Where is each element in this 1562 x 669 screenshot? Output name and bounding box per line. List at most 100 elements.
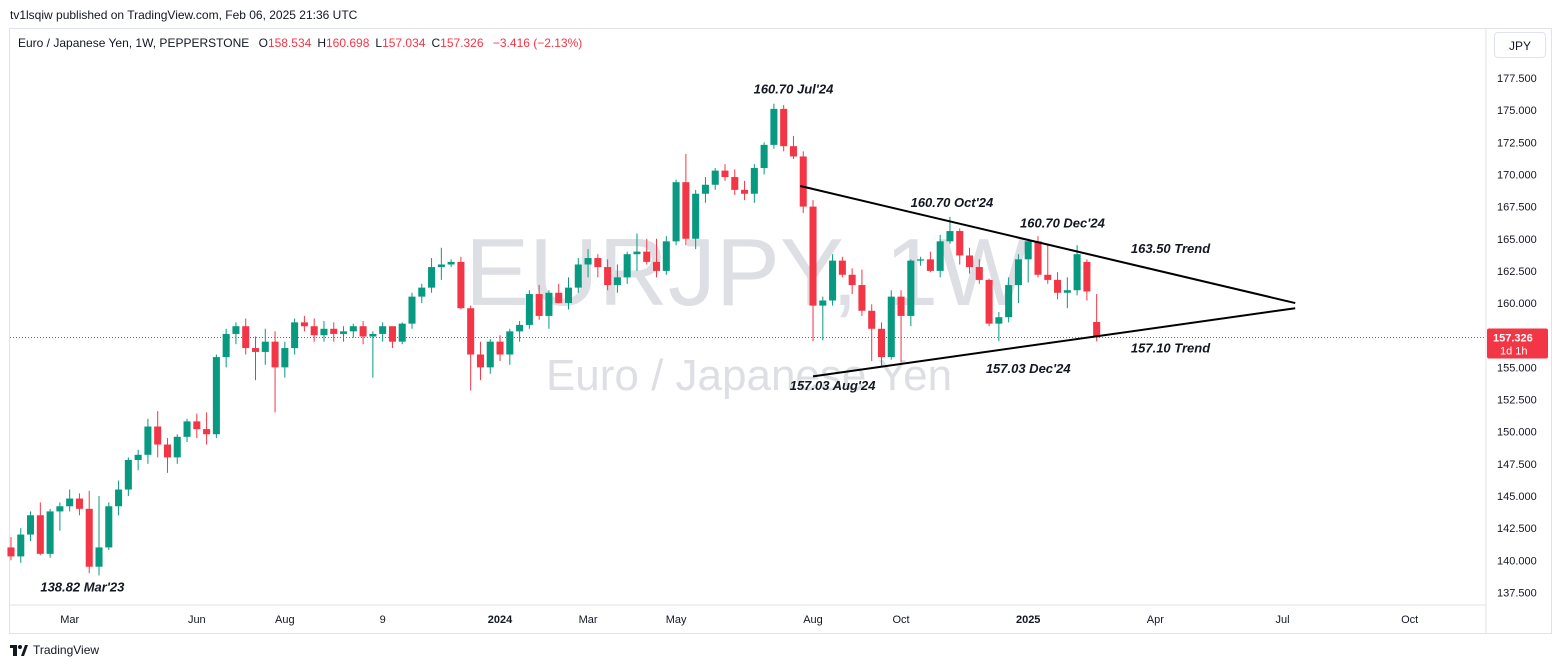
candle-body (525, 294, 533, 325)
candle (486, 339, 494, 374)
candle-body (281, 348, 289, 368)
annotation-label: 163.50 Trend (1131, 241, 1211, 256)
y-tick-label: 140.000 (1497, 555, 1537, 567)
candle (134, 449, 142, 471)
candle (1005, 277, 1013, 323)
candle-body (320, 328, 328, 336)
candle-body (428, 267, 436, 288)
candle (721, 164, 729, 181)
y-tick-label: 172.500 (1497, 137, 1537, 149)
candle-body (770, 108, 778, 145)
candles-group (7, 103, 1101, 576)
candle-body (701, 184, 709, 194)
candle-body (232, 326, 240, 334)
candle-body (193, 421, 201, 430)
candle-body (222, 333, 230, 358)
annotation-label: 160.70 Jul'24 (754, 82, 834, 97)
candle-body (56, 506, 64, 512)
candle (271, 331, 279, 413)
candle (300, 315, 308, 332)
candle-body (163, 444, 171, 458)
x-tick-label: Jul (1275, 614, 1289, 626)
candle (115, 480, 123, 516)
candle (731, 169, 739, 196)
candle (261, 328, 269, 365)
candle (467, 305, 475, 391)
candle (173, 434, 181, 464)
candle (848, 268, 856, 295)
candle (613, 264, 621, 293)
logo-text: TradingView (33, 643, 100, 657)
candle-body (926, 259, 934, 271)
candle (574, 258, 582, 293)
candle-body (46, 511, 54, 554)
candle (1093, 294, 1101, 342)
x-tick-label: Oct (892, 614, 909, 626)
y-tick-label: 162.500 (1497, 266, 1537, 278)
watermark-symbol: EURJPY, 1W (465, 219, 1029, 326)
candle (46, 508, 54, 558)
candle (682, 153, 690, 246)
candle-body (418, 287, 426, 297)
y-tick-label: 155.000 (1497, 362, 1537, 374)
candle (799, 151, 807, 214)
candle-body (398, 323, 406, 342)
candle-body (27, 515, 35, 535)
candle (320, 321, 328, 342)
candle-body (36, 515, 44, 554)
candle (594, 254, 602, 278)
candle (163, 438, 171, 473)
candle-body (965, 255, 974, 268)
candle-body (594, 258, 602, 268)
candle (506, 328, 514, 365)
candle-body (760, 144, 768, 169)
currency-button[interactable]: JPY (1494, 32, 1546, 58)
y-tick-label: 165.000 (1497, 234, 1537, 246)
y-tick-label: 147.500 (1497, 459, 1537, 471)
candle (310, 318, 318, 342)
candle-body (183, 421, 191, 437)
candle (604, 259, 612, 291)
candle (457, 256, 465, 310)
ohlc-key-l: L (375, 36, 383, 50)
candle-body (936, 241, 944, 271)
candle-body (467, 308, 475, 355)
candle (770, 103, 778, 149)
candle (525, 290, 533, 329)
candle (956, 228, 964, 265)
candle-body (1054, 279, 1062, 293)
candle-body (144, 426, 152, 455)
ohlc-values: O158.534 H160.698 L157.034 C157.326 (253, 36, 484, 50)
candle (330, 322, 338, 342)
candle (222, 328, 230, 368)
candle-body (85, 508, 93, 567)
candle-body (349, 326, 357, 332)
symbol-legend[interactable]: Euro / Japanese Yen, 1W, PEPPERSTONE O15… (18, 36, 582, 50)
candle-body (330, 328, 338, 334)
candle (291, 318, 299, 355)
candle-body (1093, 321, 1101, 338)
candle (203, 412, 211, 445)
candle-body (750, 168, 758, 194)
tradingview-logo-icon (10, 644, 28, 656)
x-tick-label: Oct (1401, 614, 1418, 626)
candle (27, 511, 35, 541)
candle-body (653, 261, 661, 271)
chart-pane[interactable] (9, 28, 1552, 634)
ohlc-key-o: O (258, 36, 268, 50)
candle (789, 135, 797, 160)
candle-body (17, 534, 25, 557)
candle (17, 528, 25, 563)
candle (711, 168, 719, 190)
candle (545, 290, 553, 329)
candle (36, 502, 44, 556)
candle (85, 490, 93, 574)
tradingview-branding[interactable]: TradingView (10, 643, 99, 657)
candle (555, 283, 563, 304)
x-tick-label: 2024 (488, 614, 513, 626)
candle-body (271, 341, 279, 368)
candle-body (809, 206, 817, 306)
ohlc-value-l: 157.034 (382, 36, 426, 50)
candle (447, 259, 455, 268)
